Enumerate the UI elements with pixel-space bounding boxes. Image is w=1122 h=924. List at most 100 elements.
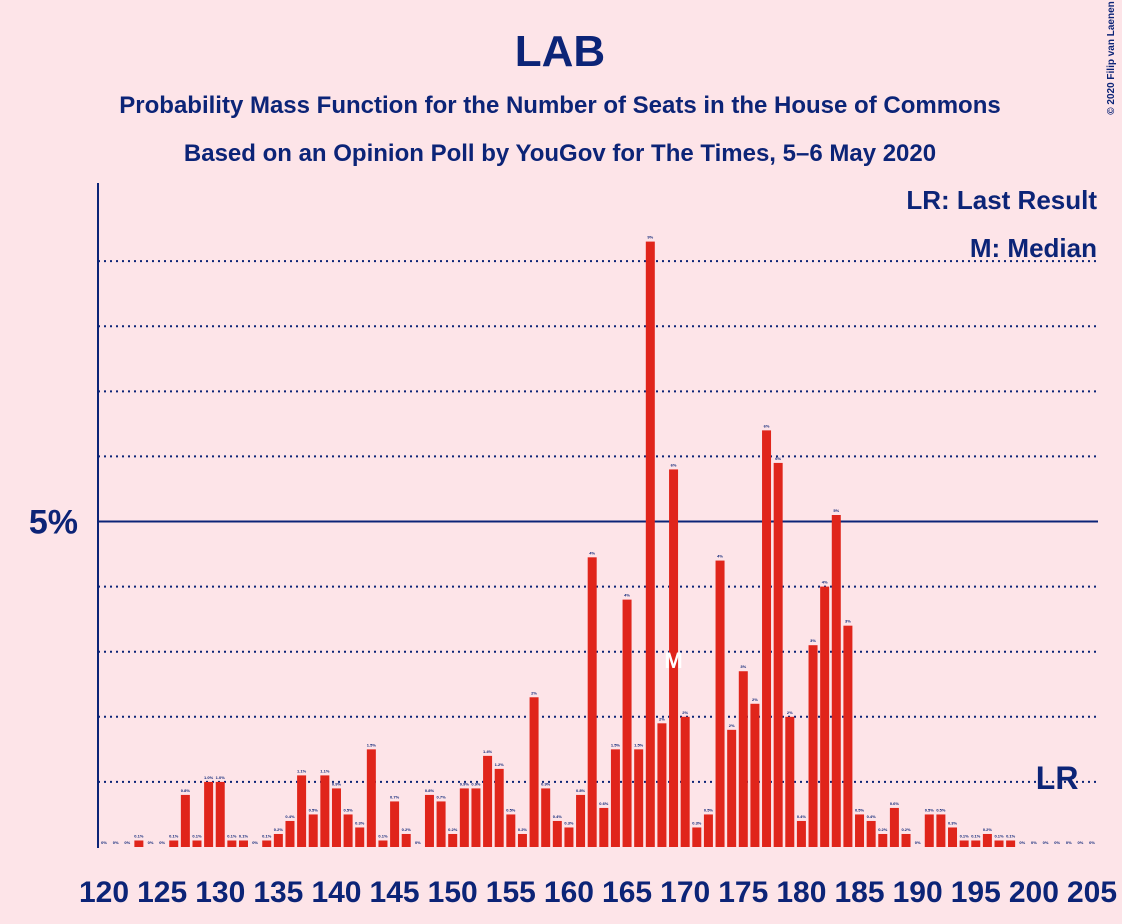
- value-label: 3%: [810, 638, 816, 643]
- bar: [331, 788, 341, 847]
- value-label: 0.6%: [890, 801, 900, 806]
- value-label: 0%: [101, 840, 107, 845]
- value-label: 0.8%: [576, 788, 586, 793]
- value-label: 3%: [740, 664, 746, 669]
- bar: [134, 840, 144, 847]
- x-tick-label: 185: [834, 876, 884, 909]
- bar: [215, 781, 225, 847]
- bar: [680, 716, 690, 847]
- value-label: 4%: [624, 593, 630, 598]
- legend-entry: M: Median: [970, 233, 1097, 263]
- bar: [820, 586, 830, 847]
- bar: [599, 807, 609, 847]
- x-tick-label: 135: [253, 876, 303, 909]
- x-tick-label: 205: [1067, 876, 1117, 909]
- value-label: 0.9%: [460, 781, 470, 786]
- value-label: 6%: [764, 423, 770, 428]
- x-tick-label: 125: [137, 876, 187, 909]
- bar: [204, 781, 214, 847]
- value-label: 0.5%: [855, 807, 865, 812]
- value-label: 1.0%: [204, 775, 214, 780]
- bar: [529, 697, 539, 847]
- bar: [796, 820, 806, 847]
- value-label: 0%: [1019, 840, 1025, 845]
- y-tick-label: 5%: [29, 504, 78, 542]
- bar: [169, 840, 179, 847]
- value-label: 1.4%: [483, 749, 493, 754]
- value-label: 0.1%: [971, 833, 981, 838]
- bar: [657, 723, 667, 847]
- value-label: 0.8%: [425, 788, 435, 793]
- bar: [959, 840, 969, 847]
- bar: [692, 827, 702, 847]
- value-label: 0.9%: [332, 781, 342, 786]
- value-label: 0.1%: [378, 833, 388, 838]
- bar: [901, 833, 911, 847]
- bar: [424, 794, 434, 847]
- value-label: 5%: [833, 508, 839, 513]
- value-label: 0.1%: [134, 833, 144, 838]
- bar: [924, 814, 934, 847]
- value-label: 0.2%: [402, 827, 412, 832]
- value-label: 0.7%: [437, 794, 447, 799]
- bar: [715, 560, 725, 847]
- value-label: 0.9%: [541, 781, 551, 786]
- value-label: 0.3%: [564, 820, 574, 825]
- x-tick-label: 170: [660, 876, 710, 909]
- chart-title: LAB: [515, 27, 605, 76]
- value-label: 0%: [148, 840, 154, 845]
- value-label: 0.4%: [797, 814, 807, 819]
- bar: [982, 833, 992, 847]
- value-label: 0.4%: [867, 814, 877, 819]
- bar: [180, 794, 190, 847]
- subtitle: Probability Mass Function for the Number…: [119, 92, 1000, 119]
- bar: [378, 840, 388, 847]
- x-tick-label: 120: [79, 876, 129, 909]
- bar: [576, 794, 586, 847]
- value-label: 0%: [1031, 840, 1037, 845]
- value-label: 0.1%: [239, 833, 249, 838]
- median-marker: M: [664, 648, 682, 673]
- bar: [855, 814, 865, 847]
- bar: [494, 768, 504, 847]
- value-label: 0%: [124, 840, 130, 845]
- bar: [552, 820, 562, 847]
- subtitle: Based on an Opinion Poll by YouGov for T…: [184, 140, 936, 167]
- bar: [785, 716, 795, 847]
- bar: [622, 599, 632, 847]
- x-tick-label: 195: [951, 876, 1001, 909]
- x-tick-label: 165: [602, 876, 652, 909]
- value-label: 0.9%: [471, 781, 481, 786]
- value-label: 4%: [717, 554, 723, 559]
- bar: [587, 557, 597, 847]
- value-label: 0.2%: [878, 827, 888, 832]
- value-label: 0.6%: [599, 801, 609, 806]
- bar: [750, 703, 760, 847]
- bar: [878, 833, 888, 847]
- x-tick-label: 190: [893, 876, 943, 909]
- bar: [273, 833, 283, 847]
- x-tick-label: 130: [195, 876, 245, 909]
- value-label: 1.2%: [495, 762, 505, 767]
- bar: [866, 820, 876, 847]
- bar: [645, 241, 655, 847]
- legend-entry: LR: Last Result: [906, 185, 1097, 215]
- bar: [517, 833, 527, 847]
- x-tick-label: 175: [718, 876, 768, 909]
- value-label: 4%: [822, 580, 828, 585]
- value-label: 4%: [589, 550, 595, 555]
- value-label: 0.1%: [227, 833, 237, 838]
- bar: [343, 814, 353, 847]
- bar: [843, 625, 853, 847]
- x-tick-label: 150: [428, 876, 478, 909]
- bar: [459, 788, 469, 847]
- value-label: 0.2%: [901, 827, 911, 832]
- bar: [669, 469, 679, 847]
- bar: [831, 515, 841, 847]
- bar: [448, 833, 458, 847]
- bar: [390, 801, 400, 847]
- value-label: 0%: [252, 840, 258, 845]
- value-label: 0.5%: [936, 807, 946, 812]
- bar: [738, 671, 748, 847]
- bar: [971, 840, 981, 847]
